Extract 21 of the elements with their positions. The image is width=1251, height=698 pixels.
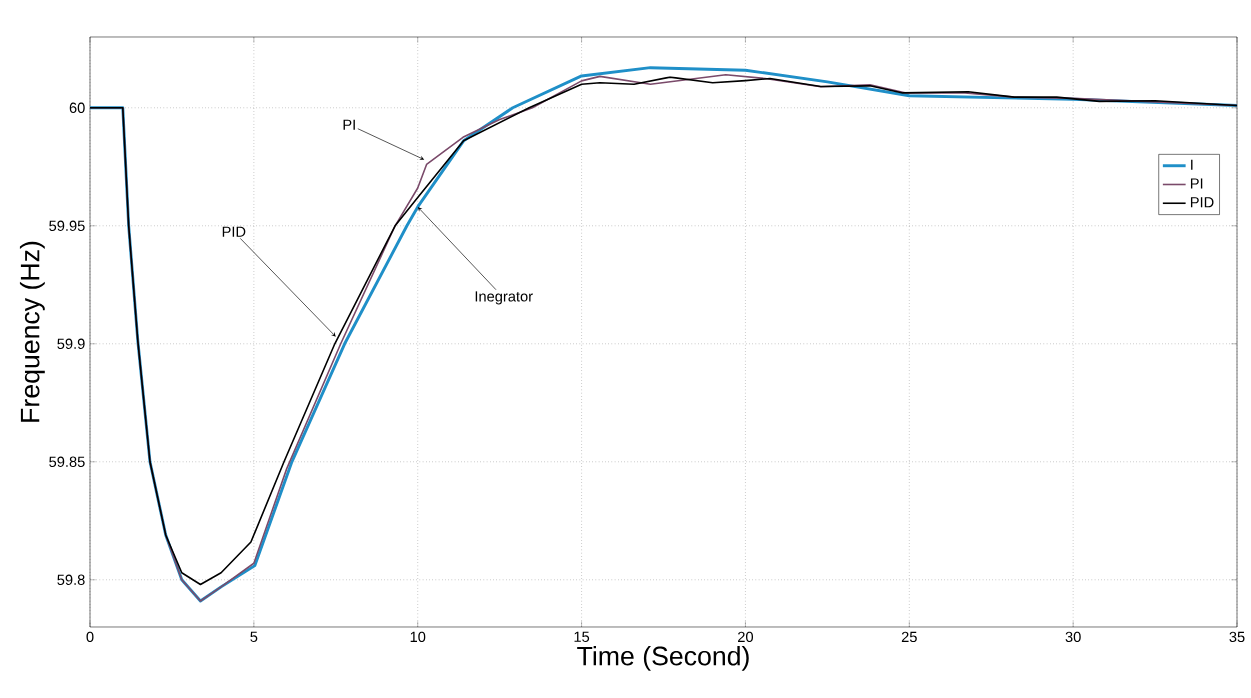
y-axis-title: Frequency (Hz): [19, 241, 45, 422]
legend-label: PI: [1190, 178, 1203, 189]
x-tick-label: 15: [574, 631, 590, 642]
x-tick-label: 10: [410, 631, 426, 643]
x-tick-label: 5: [250, 631, 258, 642]
legend-label: I: [1191, 159, 1193, 170]
annotation: PID: [222, 226, 246, 237]
y-tick-label: 59.9: [57, 338, 85, 349]
x-tick-label: 25: [901, 631, 917, 643]
y-tick-label: 60: [69, 102, 85, 113]
x-tick-label: 30: [1065, 631, 1081, 643]
x-tick-label: 20: [738, 631, 754, 643]
x-tick-label: 35: [1229, 631, 1245, 643]
annotation: Inegrator: [475, 291, 533, 305]
y-tick-label: 59.8: [57, 574, 85, 585]
y-tick-label: 59.95: [49, 220, 85, 231]
x-axis-title: Time (Second): [577, 645, 749, 671]
legend-label: PID: [1190, 197, 1214, 208]
annotation: PI: [343, 119, 355, 130]
x-tick-label: 0: [86, 631, 94, 643]
y-tick-label: 59.85: [49, 456, 85, 467]
